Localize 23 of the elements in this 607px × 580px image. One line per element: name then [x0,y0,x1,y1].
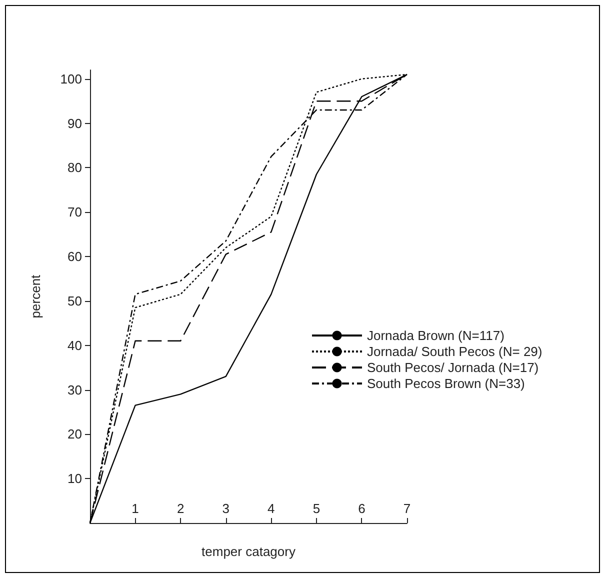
y-tick-label: 80 [68,160,82,176]
x-tick-label: 4 [268,501,275,516]
legend-label: South Pecos Brown (N=33) [367,376,525,391]
x-tick-label: 5 [312,501,320,516]
x-tick-label: 1 [132,501,139,516]
y-tick-label: 20 [68,426,82,442]
legend-label: Jornada Brown (N=117) [367,328,504,343]
x-tick-label: 2 [176,501,184,516]
legend-label: Jornada/ South Pecos (N= 29) [367,344,542,359]
y-tick-label: 60 [68,249,82,264]
y-tick-label: 40 [68,338,82,353]
y-tick-label: 30 [68,382,82,398]
x-tick-label: 6 [358,501,366,516]
y-tick-label: 90 [68,116,82,131]
y-axis-title: percent [28,274,43,318]
y-tick-label: 10 [68,471,82,486]
legend-label: South Pecos/ Jornada (N=17) [367,360,539,375]
y-tick-label: 70 [68,204,82,220]
y-tick-label: 50 [68,293,82,308]
y-tick-label: 100 [60,71,82,86]
x-tick-label: 7 [403,501,411,516]
x-axis-title: temper catagory [202,544,296,559]
x-tick-label: 3 [222,501,230,516]
